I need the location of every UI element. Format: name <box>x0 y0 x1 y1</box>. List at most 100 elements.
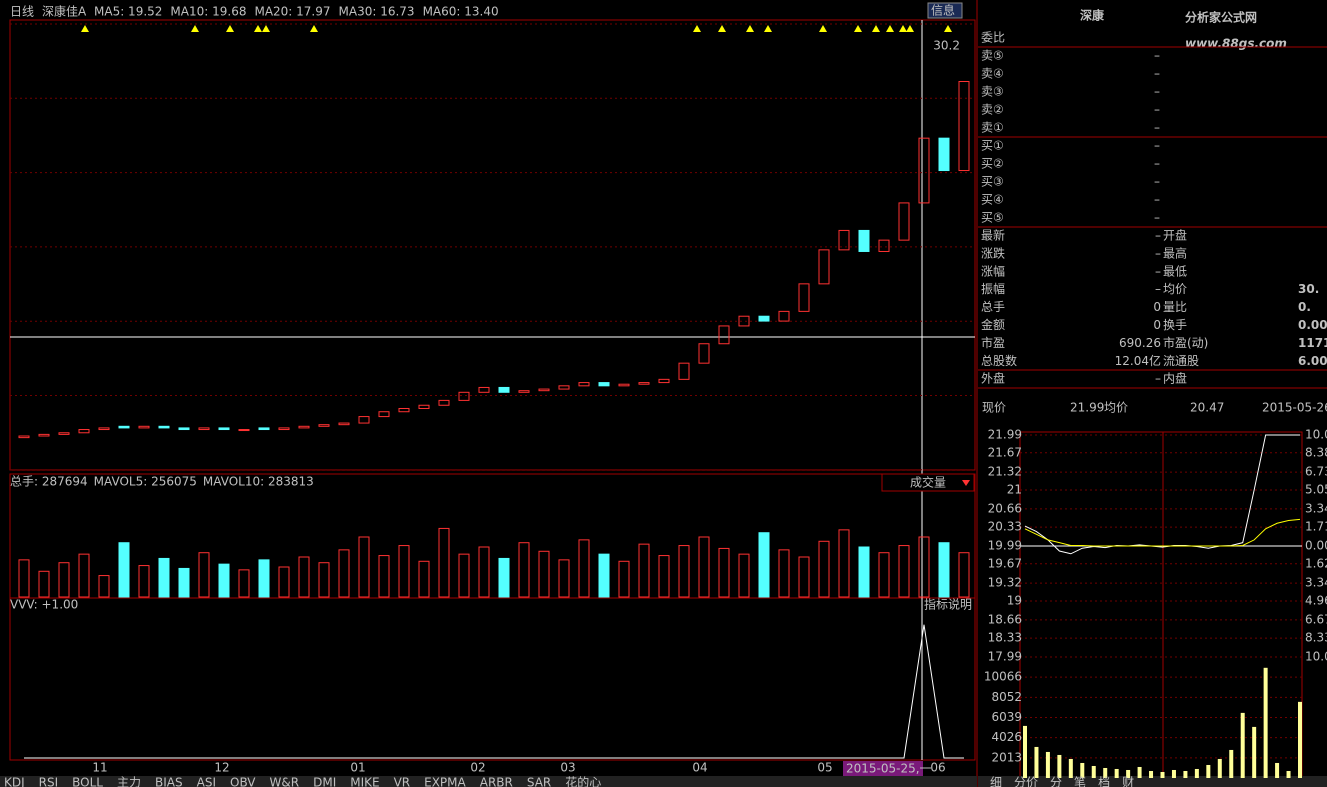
signal-marker <box>886 25 894 32</box>
intraday-volume <box>1206 764 1211 778</box>
stat-label: 量比 <box>1163 300 1187 314</box>
volume-bar <box>58 562 70 598</box>
y-tick-label: 21.67 <box>988 445 1022 459</box>
volume-bar <box>778 549 790 598</box>
volume-bar <box>18 559 30 598</box>
tab[interactable]: DMI <box>313 776 336 787</box>
info-button: 信息 <box>931 3 955 18</box>
book-label: 卖⑤ <box>981 49 1004 63</box>
candle <box>858 229 870 252</box>
book-label: 买② <box>981 157 1004 171</box>
book-label: 买① <box>981 139 1004 153</box>
candle <box>598 382 610 387</box>
book-label: 卖③ <box>981 85 1004 99</box>
side-tab[interactable]: 分价 <box>1014 776 1038 787</box>
side-tab[interactable]: 财 <box>1122 776 1134 787</box>
candle <box>518 390 530 393</box>
candle <box>318 424 330 427</box>
signal-marker <box>819 25 827 32</box>
tab[interactable]: MIKE <box>350 776 379 787</box>
volume-bar <box>918 536 930 598</box>
signal-marker <box>262 25 270 32</box>
intraday-volume <box>1194 768 1199 778</box>
candle <box>478 386 490 393</box>
stat-label: 最低 <box>1163 264 1187 278</box>
cursor-date-box <box>843 761 923 776</box>
intraday-volume <box>1057 754 1062 778</box>
pct-tick-label: 5.05 <box>1305 482 1327 496</box>
side-tab[interactable]: 笔 <box>1074 775 1086 787</box>
tab[interactable]: 花的心 <box>565 775 601 787</box>
signal-marker <box>944 25 952 32</box>
volume-bar <box>618 560 630 598</box>
tab[interactable]: OBV <box>230 776 256 787</box>
pct-tick-label: 8.33 <box>1305 631 1327 645</box>
volume-bar <box>518 542 530 598</box>
candle <box>418 404 430 409</box>
candle <box>258 427 270 431</box>
candle <box>838 229 850 251</box>
stat-label: 涨幅 <box>981 263 1005 278</box>
volume-bar <box>898 545 910 598</box>
mavol5: MAVOL5: 256075 <box>94 475 197 489</box>
intraday-volume <box>1091 765 1096 778</box>
stat-value: 690.26 <box>1119 336 1161 350</box>
tab[interactable]: VR <box>394 776 411 787</box>
stat-value: – <box>1155 229 1161 243</box>
side-tab[interactable]: 档 <box>1098 776 1110 787</box>
candle <box>58 432 70 435</box>
volume-bar <box>858 546 870 598</box>
tab[interactable]: 主力 <box>117 776 141 787</box>
intraday-volume <box>1149 770 1154 778</box>
tabbar <box>0 776 977 787</box>
side-tab[interactable]: 细 <box>990 776 1002 787</box>
volume-bar <box>638 543 650 598</box>
pct-tick-label: 0.00 <box>1305 539 1327 553</box>
date: 2015-05-26 <box>1262 401 1327 415</box>
price-line <box>1024 434 1300 555</box>
candle <box>898 202 910 241</box>
book-label: 卖① <box>981 121 1004 135</box>
tab[interactable]: RSI <box>39 776 59 787</box>
book-label: 买③ <box>981 175 1004 189</box>
side-tab[interactable]: 分 <box>1050 776 1062 787</box>
stat-value: 0 <box>1153 318 1161 332</box>
tab[interactable]: ARBR <box>480 776 513 787</box>
tab[interactable]: BOLL <box>72 776 103 787</box>
signal-marker <box>81 25 89 32</box>
intraday-volume <box>1080 762 1085 778</box>
info-button-box[interactable] <box>927 2 963 19</box>
volume-bar <box>438 527 450 598</box>
y-tick-label: 18.33 <box>988 631 1022 645</box>
stat-label: 最高 <box>1163 245 1187 260</box>
volume-bar <box>578 539 590 598</box>
volume-bar <box>78 553 90 598</box>
ma-label: MA10: 19.68 <box>170 5 246 19</box>
volume-bar <box>158 557 170 598</box>
volume-bar <box>178 567 190 598</box>
stat-value: – <box>1155 372 1161 386</box>
intraday-volume <box>1171 769 1176 778</box>
intraday-volume <box>1286 770 1291 778</box>
volume-bar <box>718 547 730 598</box>
volume-bar <box>278 566 290 598</box>
candle <box>18 435 30 439</box>
candle <box>178 427 190 431</box>
tab[interactable]: KDJ <box>4 776 25 787</box>
selector-box[interactable] <box>881 473 975 492</box>
tab[interactable]: ASI <box>197 776 216 787</box>
tab[interactable]: BIAS <box>155 776 183 787</box>
stat-label: 均价 <box>1163 282 1187 296</box>
stat-label: 金额 <box>981 317 1005 332</box>
tab[interactable]: W&R <box>270 776 300 787</box>
volume-bar <box>138 565 150 598</box>
candle <box>298 425 310 429</box>
y-tick-label: 20.33 <box>988 520 1022 534</box>
candle <box>438 399 450 406</box>
stat-label: 外盘 <box>981 371 1005 386</box>
tab[interactable]: SAR <box>527 776 551 787</box>
volume-bar <box>398 545 410 598</box>
tab[interactable]: EXPMA <box>424 776 466 787</box>
volume-bar <box>318 562 330 598</box>
